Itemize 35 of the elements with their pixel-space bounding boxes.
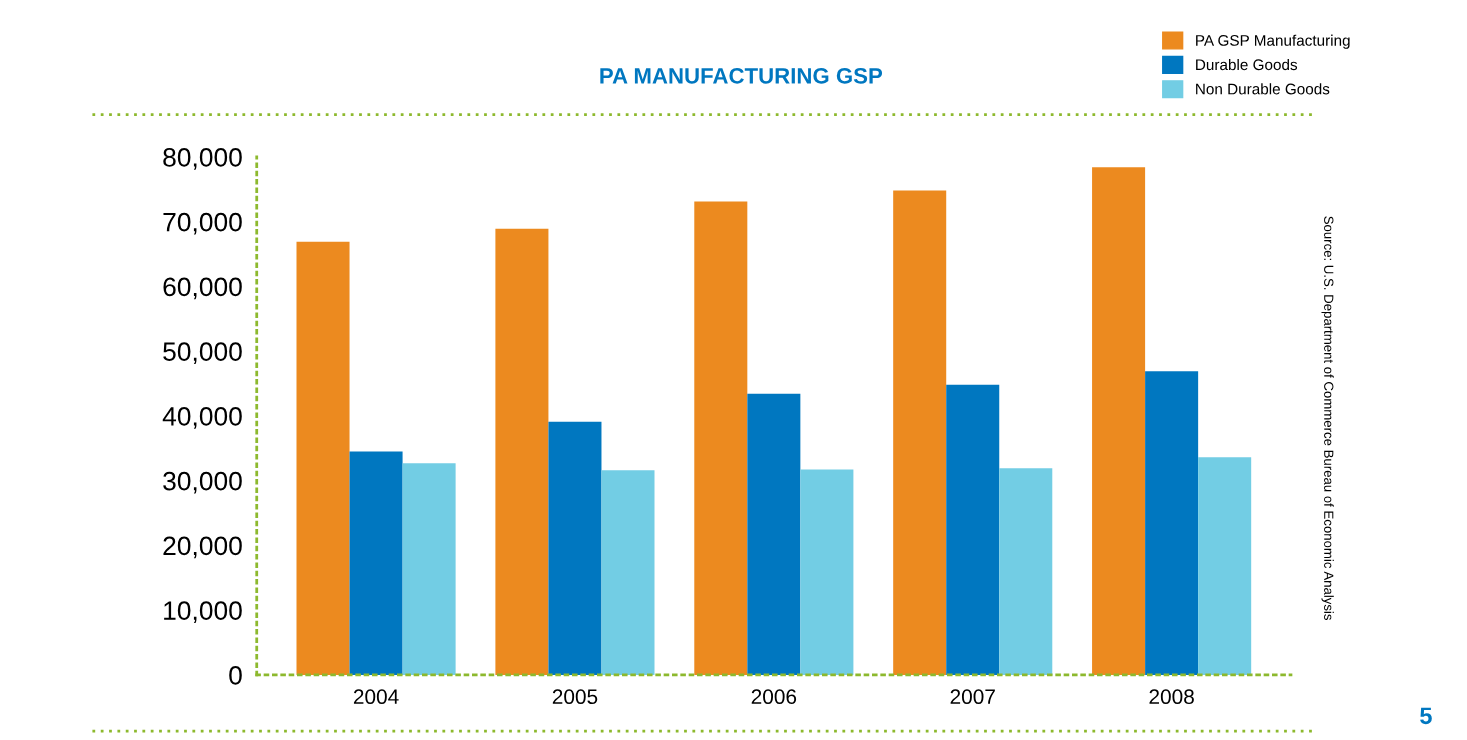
bar <box>495 228 549 675</box>
source-note: Source: U.S. Department of Commerce Bureau of Economic Analysis <box>1321 216 1334 621</box>
x-tick-label: 2004 <box>353 689 399 705</box>
bar <box>747 393 801 675</box>
y-tick-label: 70,000 <box>163 212 242 235</box>
bar <box>800 469 854 675</box>
bar <box>349 451 403 675</box>
bar <box>548 421 602 675</box>
bar <box>1145 371 1199 675</box>
x-tick-label: 2007 <box>950 689 995 705</box>
bar <box>946 384 1000 675</box>
bar <box>893 190 947 675</box>
bar <box>402 463 456 675</box>
bar <box>1198 457 1252 675</box>
y-tick-label: 0 <box>229 666 242 685</box>
y-tick-label: 60,000 <box>163 277 242 300</box>
bar <box>296 241 350 675</box>
chart-title: PA MANUFACTURING GSP <box>600 67 883 84</box>
bar <box>601 470 655 675</box>
x-tick-label: 2008 <box>1149 689 1194 705</box>
bar <box>999 468 1053 675</box>
y-tick-label: 50,000 <box>163 342 242 365</box>
y-tick-label: 20,000 <box>163 536 242 559</box>
legend-label: Durable Goods <box>1196 58 1298 71</box>
x-tick-label: 2005 <box>552 689 598 705</box>
bar <box>694 201 748 675</box>
text: 5 <box>1420 707 1432 725</box>
y-tick-label: 10,000 <box>164 601 242 624</box>
y-tick-label: 40,000 <box>162 407 242 429</box>
legend-label: PA GSP Manufacturing <box>1196 34 1350 49</box>
x-tick-label: 2006 <box>751 689 797 705</box>
y-tick-label: 80,000 <box>163 148 242 170</box>
bar <box>1092 167 1146 675</box>
y-tick-label: 30,000 <box>163 471 242 494</box>
legend-label: Non Durable Goods <box>1196 83 1330 95</box>
